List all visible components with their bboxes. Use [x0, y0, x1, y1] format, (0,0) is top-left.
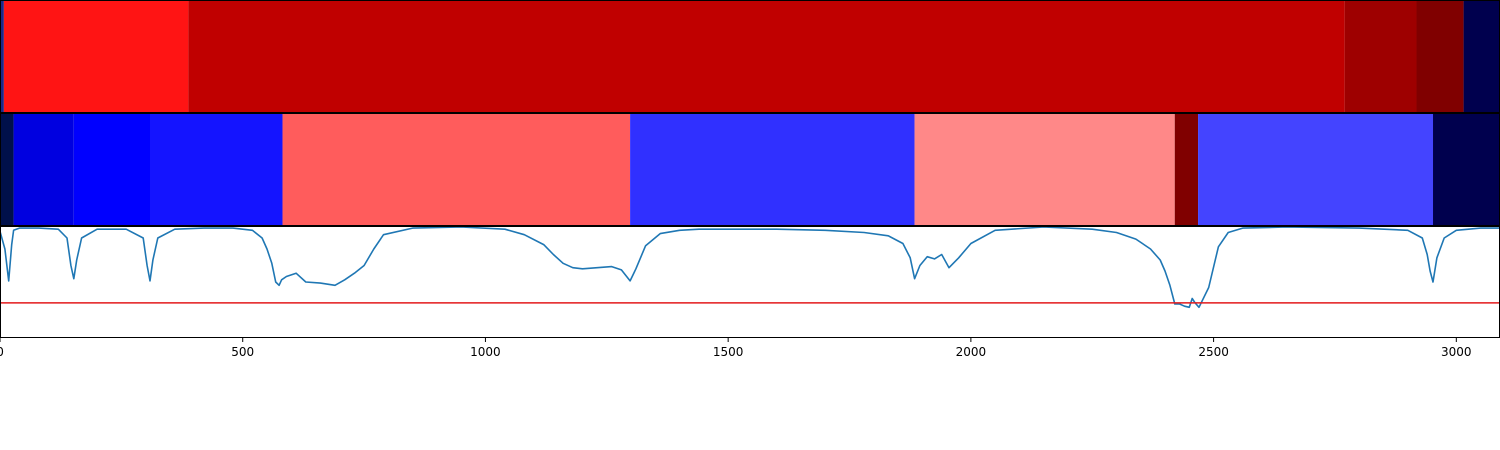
segment-1-3: [150, 113, 283, 226]
x-tick-label-3000: 3000: [1441, 345, 1472, 359]
x-tick-label-1000: 1000: [470, 345, 501, 359]
segment-1-9: [1433, 113, 1500, 226]
segment-0-1: [3, 0, 189, 113]
segment-1-2: [73, 113, 150, 226]
x-axis: 0 500 1000 1500 2000 2500 3000: [0, 338, 1472, 359]
segment-1-0: [0, 113, 14, 226]
x-tick-label-2500: 2500: [1198, 345, 1229, 359]
segment-track-middle: [0, 113, 1500, 226]
x-tick-label-500: 500: [231, 345, 254, 359]
track-frame-2: [0, 226, 1500, 338]
segment-1-1: [13, 113, 74, 226]
segment-0-0: [0, 0, 4, 113]
segment-1-7: [1174, 113, 1199, 226]
segment-0-4: [1416, 0, 1464, 113]
segment-0-5: [1463, 0, 1500, 113]
series-line: [0, 226, 1500, 309]
segment-1-4: [282, 113, 631, 226]
x-tick-label-0: 0: [0, 345, 4, 359]
segment-0-2: [188, 0, 1345, 113]
segment-1-6: [914, 113, 1175, 226]
segment-track-top: [0, 0, 1500, 113]
x-tick-label-2000: 2000: [956, 345, 987, 359]
x-tick-label-1500: 1500: [713, 345, 744, 359]
segment-1-5: [630, 113, 915, 226]
segment-1-8: [1198, 113, 1434, 226]
segment-0-3: [1344, 0, 1417, 113]
line-track: [0, 226, 1500, 309]
